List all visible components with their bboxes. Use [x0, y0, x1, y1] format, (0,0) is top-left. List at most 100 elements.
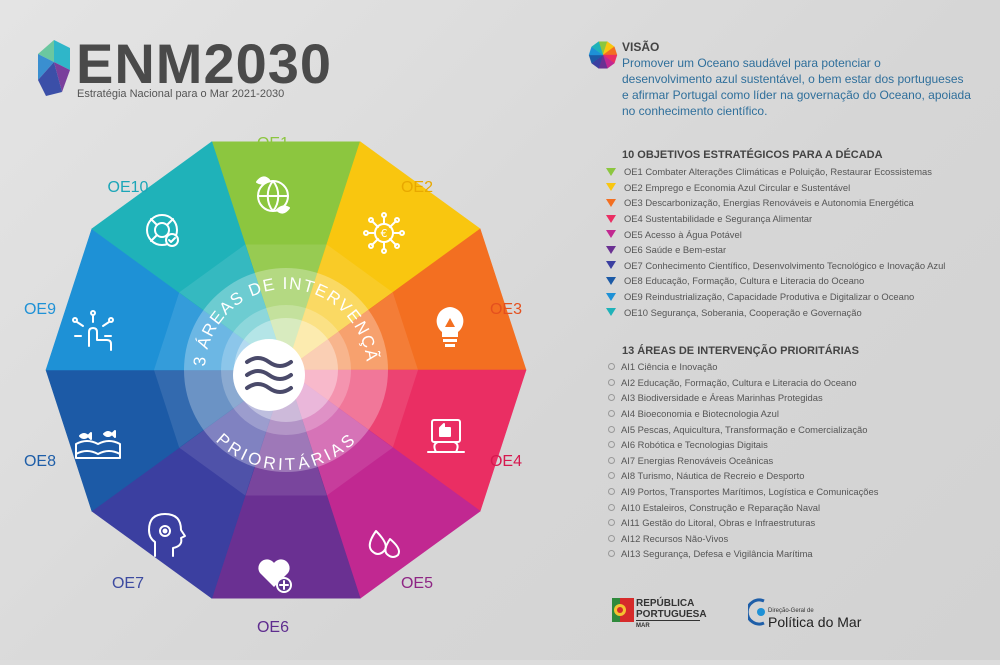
objective-marker-icon — [606, 245, 616, 254]
vision-title: VISÃO — [622, 40, 660, 54]
area-bullet-icon — [608, 456, 615, 464]
heart-plus-icon — [258, 559, 292, 593]
lightbulb-recycle-icon — [436, 307, 464, 347]
area-text: AI6 Robótica e Tecnologias Digitais — [621, 439, 768, 451]
republica-emblem-icon — [612, 598, 634, 622]
segment-highlight-oe2 — [286, 244, 393, 370]
segment-oe10 — [91, 141, 287, 371]
objective-item-oe9: OE9 Reindustrialização, Capacidade Produ… — [604, 289, 945, 305]
area-item-ai7: AI7 Energias Renováveis Oceânicas — [608, 453, 878, 469]
objective-item-oe3: OE3 Descarbonização, Energias Renováveis… — [604, 195, 945, 211]
area-item-ai1: AI1 Ciência e Inovação — [608, 359, 878, 375]
objective-marker-icon — [606, 292, 616, 301]
objective-text: OE6 Saúde e Bem-estar — [624, 244, 727, 256]
area-text: AI13 Segurança, Defesa e Vigilância Marí… — [621, 548, 813, 560]
globe-leaves-icon — [256, 176, 290, 214]
area-bullet-icon — [608, 488, 615, 496]
objective-text: OE5 Acesso à Água Potável — [624, 228, 742, 240]
segment-label-oe7: OE7 — [112, 575, 144, 592]
segment-highlight-oe4 — [286, 370, 418, 448]
objective-item-oe5: OE5 Acesso à Água Potável — [604, 226, 945, 242]
dgpm-small-text: Direção-Geral de — [768, 608, 814, 614]
segment-label-oe9: OE9 — [24, 301, 56, 318]
area-bullet-icon — [608, 441, 615, 449]
objective-item-oe10: OE10 Segurança, Soberania, Cooperação e … — [604, 304, 945, 320]
objective-marker-icon — [606, 230, 616, 239]
area-item-ai11: AI11 Gestão do Litoral, Obras e Infraest… — [608, 515, 878, 531]
area-bullet-icon — [608, 425, 615, 433]
area-bullet-icon — [608, 410, 615, 418]
objective-text: OE8 Educação, Formação, Cultura e Litera… — [624, 275, 865, 287]
area-item-ai13: AI13 Segurança, Defesa e Vigilância Marí… — [608, 546, 878, 562]
area-bullet-icon — [608, 394, 615, 402]
objective-text: OE2 Emprego e Economia Azul Circular e S… — [624, 181, 851, 193]
area-text: AI10 Estaleiros, Construção e Reparação … — [621, 501, 821, 513]
area-text: AI7 Energias Renováveis Oceânicas — [621, 454, 774, 466]
objectives-list: OE1 Combater Alterações Climáticas e Pol… — [604, 164, 945, 320]
area-item-ai3: AI3 Biodiversidade e Áreas Marinhas Prot… — [608, 390, 878, 406]
objective-item-oe1: OE1 Combater Alterações Climáticas e Pol… — [604, 164, 945, 180]
thumbs-up-plant-icon — [427, 419, 465, 453]
area-text: AI12 Recursos Não-Vivos — [621, 532, 729, 544]
wheel-svg: 13 ÁREAS DE INTERVENÇÃO PRIORITÁRIAS € — [0, 105, 527, 636]
page-title: ENM2030 — [76, 32, 333, 95]
area-bullet-icon — [608, 378, 615, 386]
enm-logo-icon — [38, 40, 70, 96]
objective-item-oe7: OE7 Conhecimento Científico, Desenvolvim… — [604, 258, 945, 274]
objectives-wheel: 13 ÁREAS DE INTERVENÇÃO PRIORITÁRIAS € — [0, 105, 560, 660]
area-item-ai4: AI4 Bioeconomia e Biotecnologia Azul — [608, 406, 878, 422]
area-text: AI3 Biodiversidade e Áreas Marinhas Prot… — [621, 392, 823, 404]
svg-text:€: € — [381, 227, 388, 240]
page-subtitle: Estratégia Nacional para o Mar 2021-2030 — [77, 88, 285, 100]
segment-label-oe10: OE10 — [108, 179, 149, 196]
objective-item-oe4: OE4 Sustentabilidade e Segurança Aliment… — [604, 211, 945, 227]
objective-marker-icon — [606, 183, 616, 192]
dgpm-logo-icon — [748, 598, 765, 626]
segment-highlight-oe10 — [179, 244, 286, 370]
area-bullet-icon — [608, 472, 615, 480]
water-drops-icon — [368, 530, 400, 558]
republica-divider — [636, 620, 700, 621]
area-item-ai8: AI8 Turismo, Náutica de Recreio e Despor… — [608, 468, 878, 484]
segment-highlight-oe6 — [245, 370, 327, 496]
objective-text: OE7 Conhecimento Científico, Desenvolvim… — [624, 259, 946, 271]
objectives-title: 10 OBJETIVOS ESTRATÉGICOS PARA A DÉCADA — [622, 149, 883, 161]
area-item-ai6: AI6 Robótica e Tecnologias Digitais — [608, 437, 878, 453]
objective-marker-icon — [606, 261, 616, 270]
area-text: AI2 Educação, Formação, Cultura e Litera… — [621, 376, 857, 388]
vision-wheel-icon — [588, 41, 618, 69]
area-item-ai5: AI5 Pescas, Aquicultura, Transformação e… — [608, 421, 878, 437]
area-item-ai12: AI12 Recursos Não-Vivos — [608, 531, 878, 547]
segment-highlight-oe1 — [245, 244, 327, 370]
waves-icon — [245, 356, 293, 394]
area-text: AI8 Turismo, Náutica de Recreio e Despor… — [621, 470, 805, 482]
area-item-ai2: AI2 Educação, Formação, Cultura e Litera… — [608, 375, 878, 391]
area-text: AI1 Ciência e Inovação — [621, 361, 718, 373]
segment-label-oe5: OE5 — [401, 575, 433, 592]
objective-item-oe8: OE8 Educação, Formação, Cultura e Litera… — [604, 273, 945, 289]
objective-item-oe2: OE2 Emprego e Economia Azul Circular e S… — [604, 180, 945, 196]
areas-title: 13 ÁREAS DE INTERVENÇÃO PRIORITÁRIAS — [622, 345, 859, 357]
vision-text: Promover um Oceano saudável para potenci… — [622, 56, 971, 118]
republica-line2: PORTUGUESA — [636, 609, 707, 620]
book-fish-icon — [75, 430, 121, 459]
area-bullet-icon — [608, 534, 615, 542]
objective-marker-icon — [606, 308, 616, 317]
area-bullet-icon — [608, 550, 615, 558]
euro-network-icon: € — [363, 212, 405, 254]
areas-list: AI1 Ciência e Inovação AI2 Educação, Form… — [608, 359, 878, 562]
area-bullet-icon — [608, 519, 615, 527]
area-text: AI4 Bioeconomia e Biotecnologia Azul — [621, 408, 779, 420]
area-item-ai9: AI9 Portos, Transportes Marítimos, Logís… — [608, 484, 878, 500]
area-bullet-icon — [608, 363, 615, 371]
republica-sub: MAR — [636, 623, 650, 629]
vision-wheel-slice — [591, 41, 604, 56]
segment-highlight-oe5 — [286, 370, 393, 496]
objective-text: OE1 Combater Alterações Climáticas e Pol… — [624, 166, 932, 178]
objective-text: OE10 Segurança, Soberania, Cooperação e … — [624, 306, 862, 318]
head-gear-icon — [148, 513, 186, 557]
objective-item-oe6: OE6 Saúde e Bem-estar — [604, 242, 945, 258]
segment-label-oe8: OE8 — [24, 453, 56, 470]
hand-digital-icon — [72, 310, 114, 351]
